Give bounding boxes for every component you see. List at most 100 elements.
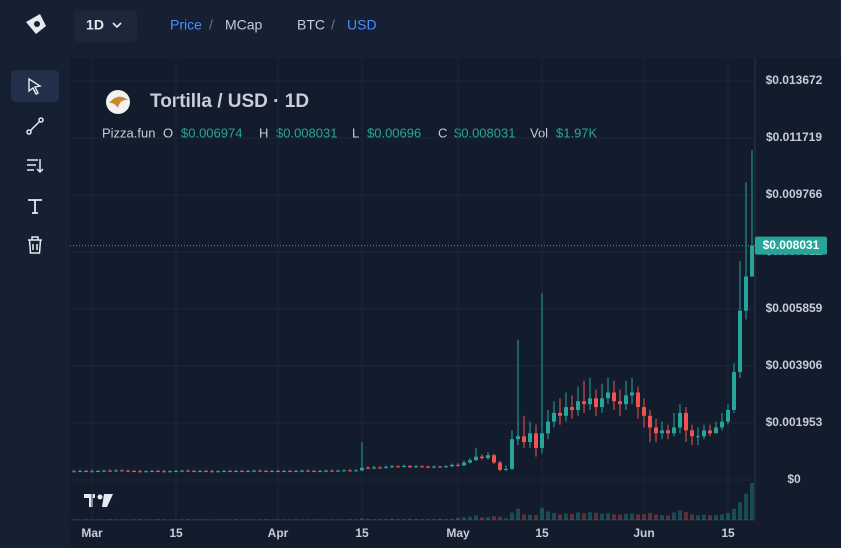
candle-body [96, 470, 100, 472]
candle-body [528, 433, 532, 443]
volume-bar [414, 519, 418, 520]
fib-tool[interactable] [27, 159, 44, 174]
last-price-tag [755, 236, 827, 255]
candle-body [186, 470, 190, 472]
legend-value: $0.008031 [454, 125, 515, 140]
volume-bar [570, 513, 574, 520]
volume-bar [666, 515, 670, 520]
volume-bar [492, 516, 496, 520]
candle-body [498, 462, 502, 470]
volume-bar [654, 514, 658, 520]
volume-bar [714, 514, 718, 520]
candle-body [336, 470, 340, 472]
volume-bar [558, 514, 562, 520]
candle-body [576, 401, 580, 410]
candle-body [438, 466, 442, 468]
volume-bar [708, 515, 712, 520]
candle-body [192, 470, 196, 472]
y-tick-label: $0.013672 [766, 73, 823, 87]
delete-tool[interactable] [28, 236, 42, 254]
candle-body [750, 245, 754, 277]
candle-body [396, 466, 400, 468]
volume-bar [72, 519, 76, 520]
chevron [112, 22, 122, 29]
volume-bar [522, 514, 526, 520]
candle-body [684, 412, 688, 431]
candle-body [318, 470, 322, 472]
chart-panel [70, 58, 841, 548]
volume-bar [408, 518, 412, 520]
candle-body [294, 470, 298, 472]
candle-body [258, 470, 262, 472]
volume-bar [564, 513, 568, 520]
logo[interactable] [26, 14, 46, 34]
cursor-tool[interactable] [28, 77, 42, 95]
volume-bar [576, 512, 580, 520]
candle-body [462, 462, 466, 466]
volume-bar [324, 519, 328, 520]
text-tool[interactable] [28, 199, 42, 214]
candle-body [372, 467, 376, 469]
candle-body [660, 430, 664, 434]
candle-body [138, 471, 142, 473]
candle-body [474, 456, 478, 461]
candle-body [582, 401, 586, 405]
volume-bar [720, 514, 724, 520]
volume-bar [426, 519, 430, 520]
candle-body [504, 468, 508, 470]
separator: / [331, 17, 335, 33]
candle-body [216, 471, 220, 473]
candle-body [648, 415, 652, 428]
candle-body [564, 407, 568, 416]
candle-body [348, 470, 352, 472]
volume-bar [588, 512, 592, 520]
x-tick-label: Jun [633, 526, 654, 540]
volume-bar [540, 507, 544, 520]
candle-body [666, 430, 670, 434]
y-tick-label: $0 [787, 472, 801, 486]
candle-body [456, 464, 460, 466]
candle-body [720, 421, 724, 428]
volume-bar [438, 518, 442, 520]
candle-body [516, 436, 520, 440]
candle-body [654, 427, 658, 434]
line-tool[interactable] [26, 117, 44, 135]
mcap-toggle[interactable]: MCap [225, 17, 263, 33]
volume-bar [528, 514, 532, 520]
candle-body [84, 470, 88, 472]
candle-body [390, 466, 394, 468]
volume-bar [750, 483, 754, 520]
candle-body [642, 407, 646, 416]
candle-body [624, 395, 628, 405]
volume-bar [642, 513, 646, 520]
interval-button[interactable] [74, 10, 137, 42]
volume-bar [246, 519, 250, 520]
volume-bar [444, 519, 448, 520]
candle-body [72, 471, 76, 473]
volume-bar [480, 517, 484, 520]
candle-body [612, 392, 616, 402]
candle-body [222, 470, 226, 472]
volume-bar [684, 512, 688, 520]
usd-toggle[interactable]: USD [347, 17, 377, 33]
candle-body [276, 470, 280, 472]
separator: / [209, 17, 213, 33]
candle-body [144, 471, 148, 473]
candle-body [210, 471, 214, 473]
price-toggle[interactable]: Price [170, 17, 202, 33]
candle-body [246, 470, 250, 472]
volume-bar [366, 519, 370, 520]
volume-bar [432, 519, 436, 520]
btc-toggle[interactable]: BTC [297, 17, 325, 33]
volume-bar [276, 519, 280, 520]
volume-bar [648, 512, 652, 520]
legend-value: $0.006974 [181, 125, 242, 140]
candle-body [594, 398, 598, 408]
candle-body [570, 407, 574, 410]
volume-bar [456, 517, 460, 520]
volume-bar [84, 519, 88, 520]
volume-bar [354, 519, 358, 520]
candle-body [306, 470, 310, 472]
volume-bar [624, 513, 628, 520]
candle-body [402, 466, 406, 468]
